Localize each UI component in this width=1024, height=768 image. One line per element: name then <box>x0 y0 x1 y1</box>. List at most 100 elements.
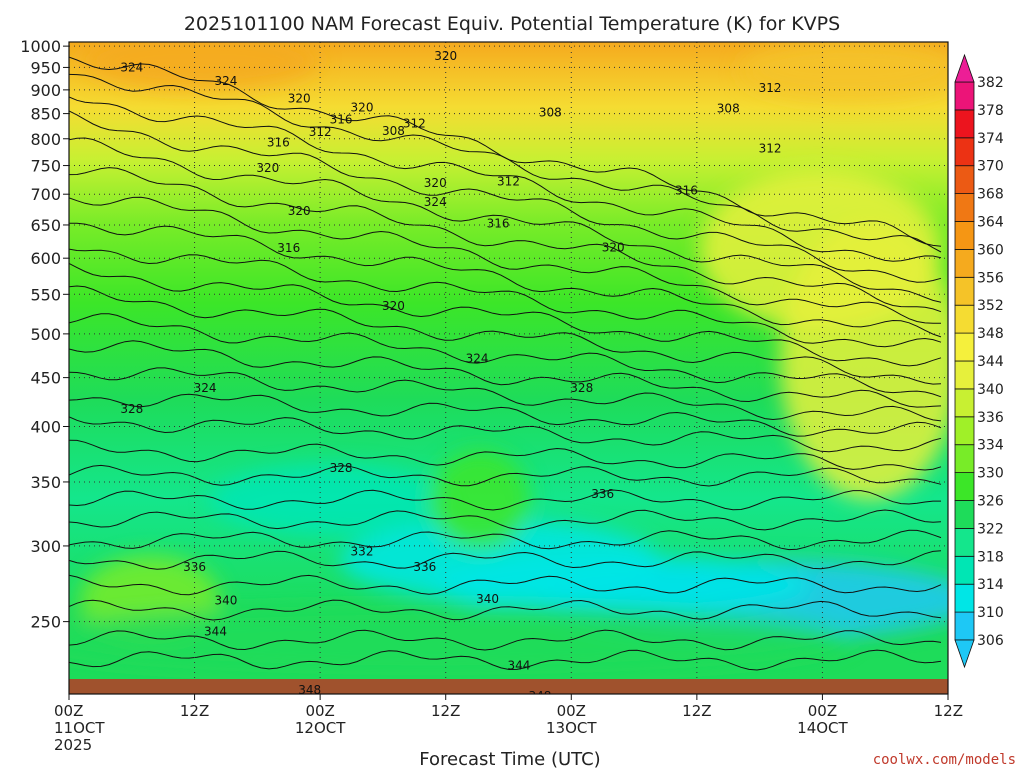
colorbar-label: 310 <box>977 605 1004 621</box>
colorbar-label: 370 <box>977 159 1004 175</box>
plot-frame <box>68 41 949 695</box>
contour-label: 320 <box>288 91 311 105</box>
contour-label: 312 <box>403 116 426 130</box>
y-tick-label: 600 <box>30 249 61 268</box>
contour-label: 336 <box>183 560 206 574</box>
colorbar-label: 348 <box>977 326 1004 342</box>
field-anomalies <box>69 42 948 675</box>
contour-line <box>69 313 942 398</box>
contour-label: 320 <box>424 176 447 190</box>
contour-label: 348 <box>528 689 551 703</box>
colorbar-label: 336 <box>977 410 1004 426</box>
contour-label: 348 <box>298 683 321 697</box>
x-tick-label: 13OCT <box>546 719 597 737</box>
colorbar-segment <box>954 137 975 167</box>
contour-line <box>69 263 942 367</box>
surface-terrain <box>69 679 948 694</box>
field-blob <box>740 42 948 100</box>
contour-line <box>69 529 942 551</box>
contour-label: 308 <box>717 101 740 115</box>
contour-label: 332 <box>351 545 374 559</box>
colorbar-segment <box>954 528 975 557</box>
x-tick-label: 12OCT <box>295 719 346 737</box>
x-tick-label: 00Z <box>54 702 83 720</box>
x-tick-label: 00Z <box>305 702 334 720</box>
contour-label: 312 <box>309 125 332 139</box>
colorbar-label: 306 <box>977 633 1004 649</box>
field-blob <box>210 465 450 535</box>
x-tick-label: 00Z <box>557 702 586 720</box>
colorbar-label: 326 <box>977 494 1004 510</box>
contour-line <box>69 629 942 651</box>
y-tick-label: 750 <box>30 157 61 176</box>
contour-label: 320 <box>288 204 311 218</box>
chart-title: 2025101100 NAM Forecast Equiv. Potential… <box>184 13 840 35</box>
x-tick-label: 12Z <box>180 702 209 720</box>
contour-label: 324 <box>215 74 238 88</box>
contour-labels: 348 348 344 344 340 340 336 336 336 332 328 328 328 3… <box>120 49 782 703</box>
contour-line <box>69 248 942 348</box>
colorbar-segment <box>954 193 975 222</box>
colorbar-segment <box>954 611 975 641</box>
y-tick-label: 850 <box>30 105 61 124</box>
contour-label: 320 <box>602 240 625 254</box>
contour-label: 316 <box>277 241 300 255</box>
contour-label: 308 <box>382 124 405 138</box>
colorbar-label: 378 <box>977 103 1004 119</box>
contour-line <box>69 96 942 262</box>
contour-line <box>69 110 942 283</box>
contour-line <box>69 137 942 303</box>
plot-area: 348 348 344 344 340 340 336 336 336 332 328 328 328 3… <box>69 42 948 703</box>
contour-label: 308 <box>539 106 562 120</box>
colorbar-label: 352 <box>977 298 1004 314</box>
contour-label: 336 <box>413 560 436 574</box>
contour-label: 312 <box>497 174 520 188</box>
colorbar-segment <box>954 109 975 139</box>
gridlines <box>69 42 948 694</box>
colorbar-label: 314 <box>977 577 1004 593</box>
contour-label: 320 <box>382 299 405 313</box>
colorbar-segment <box>954 360 975 390</box>
contour-label: 312 <box>759 142 782 156</box>
x-tick-label: 12Z <box>934 702 963 720</box>
colorbar-bottom-arrow <box>954 639 975 669</box>
colorbar-label: 368 <box>977 187 1004 203</box>
contour-label: 336 <box>591 487 614 501</box>
contour-line <box>69 167 942 313</box>
y-tick-label: 400 <box>30 418 61 437</box>
y-tick-label: 1000 <box>20 37 61 56</box>
colorbar-segment <box>954 221 975 250</box>
colorbar: 306 310 314 318 322 326 330 334 336 340 344 348 352 3… <box>954 53 1004 669</box>
colorbar-label: 322 <box>977 521 1004 537</box>
y-tick-label: 300 <box>30 537 61 556</box>
colorbar-label: 360 <box>977 242 1004 258</box>
y-tick-label: 350 <box>30 473 61 492</box>
contour-label: 340 <box>476 592 499 606</box>
field-blob <box>80 42 320 90</box>
colorbar-label: 374 <box>977 131 1004 147</box>
contour-line <box>69 340 942 408</box>
field-blob <box>700 170 940 330</box>
colorbar-segment <box>954 304 975 334</box>
contour-line <box>69 649 942 671</box>
contour-label: 316 <box>675 184 698 198</box>
colorbar-top-arrow <box>954 53 975 83</box>
y-tick-label: 900 <box>30 81 61 100</box>
contour-label: 328 <box>330 461 353 475</box>
contour-label: 320 <box>351 100 374 114</box>
colorbar-segment <box>954 555 975 585</box>
contour-label: 316 <box>487 217 510 231</box>
colorbar-segment <box>954 332 975 362</box>
contour-label: 320 <box>434 49 457 63</box>
y-tick-label: 950 <box>30 58 61 77</box>
x-tick-label: 00Z <box>808 702 837 720</box>
contour-label: 316 <box>267 135 290 149</box>
contour-label: 324 <box>424 195 447 209</box>
contour-label: 324 <box>194 381 217 395</box>
contour-label: 340 <box>215 594 238 608</box>
colorbar-label: 340 <box>977 382 1004 398</box>
contour-label: 328 <box>120 402 143 416</box>
x-tick-label: 2025 <box>54 736 92 754</box>
